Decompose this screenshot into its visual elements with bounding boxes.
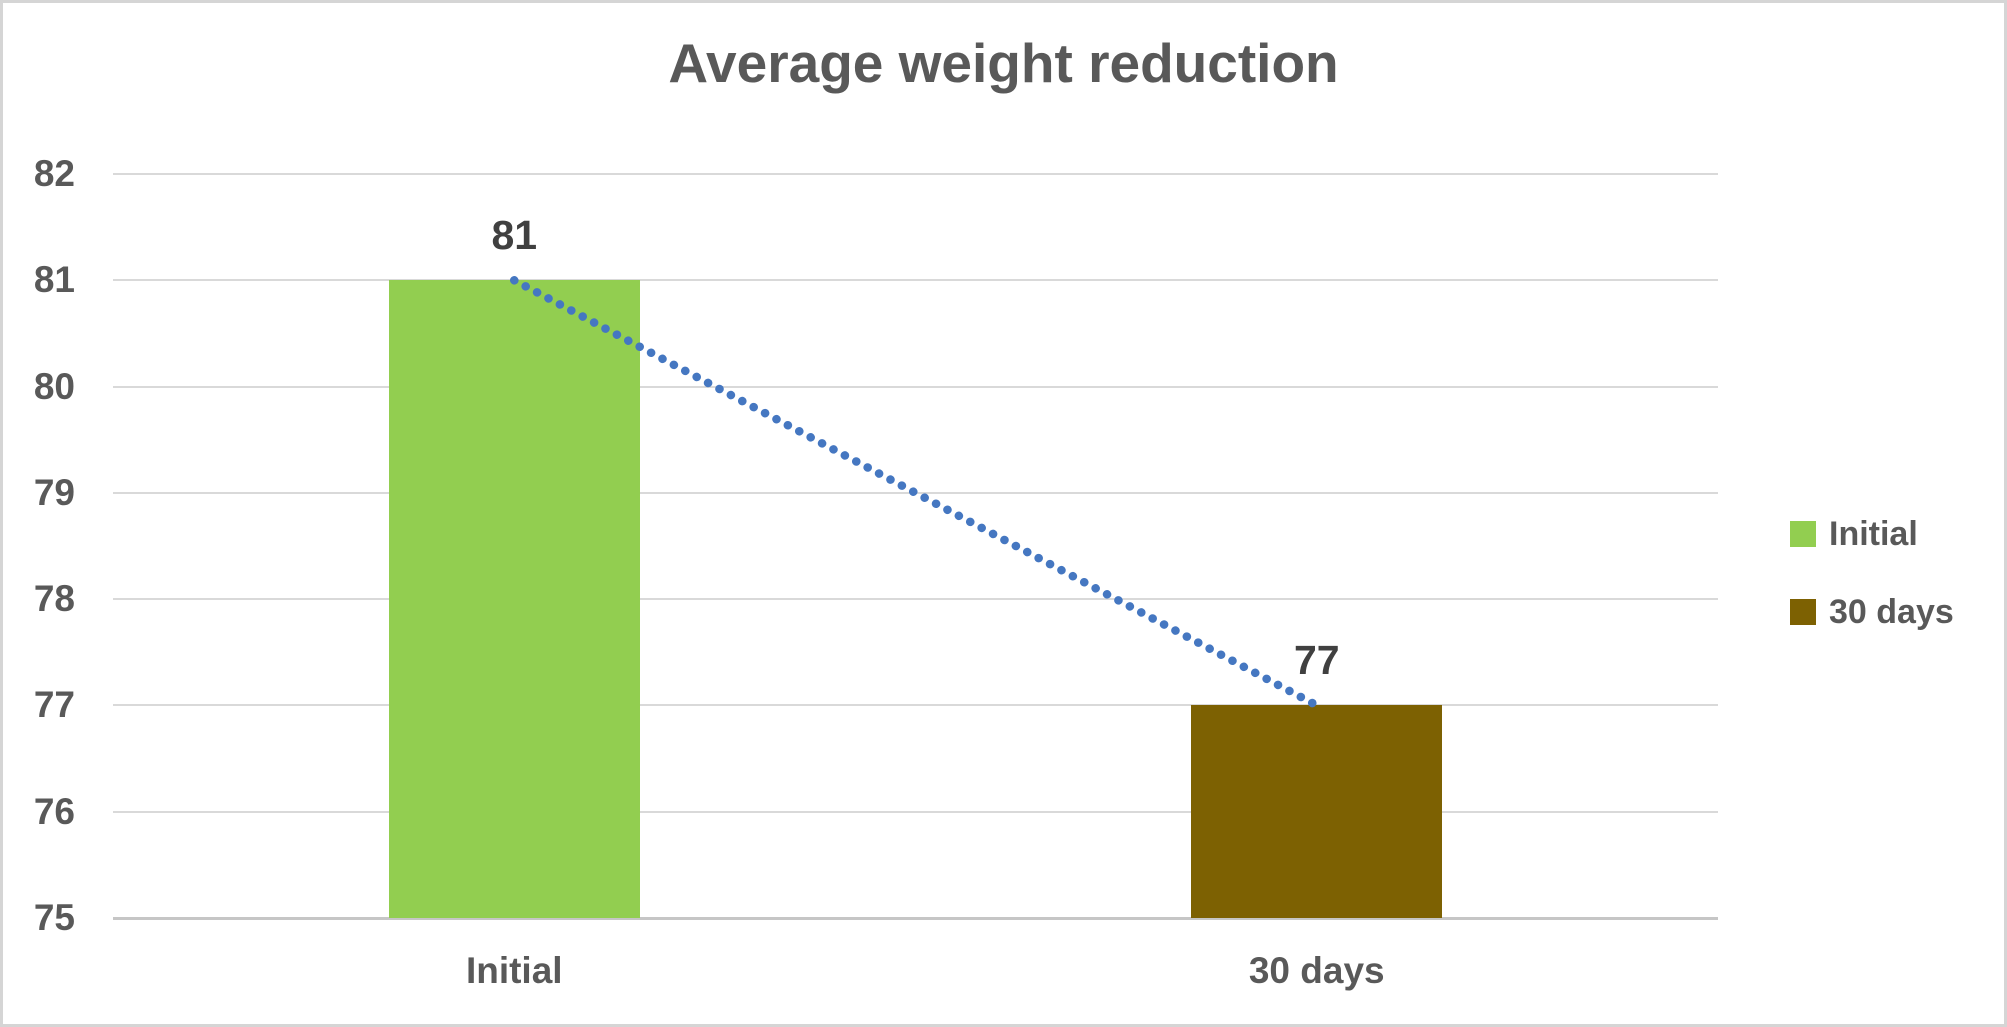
y-tick-label: 75 — [33, 897, 75, 938]
y-tick-label: 76 — [33, 790, 75, 832]
trendline-dotted — [510, 276, 1321, 710]
bar-data-label: 81 — [491, 212, 538, 259]
bar-initial — [388, 280, 640, 918]
legend-label: 30 days — [1829, 592, 1954, 631]
y-tick-label: 79 — [33, 471, 75, 513]
y-tick-label: 80 — [33, 365, 75, 407]
bar-30-days — [1191, 705, 1443, 918]
x-category-label: Initial — [465, 950, 563, 991]
x-axis-line — [113, 917, 1718, 920]
gridline — [113, 810, 1718, 813]
gridline — [113, 704, 1718, 707]
x-category-label: 30 days — [1248, 950, 1385, 991]
y-tick-label: 81 — [33, 259, 75, 301]
legend-label: Initial — [1829, 514, 1918, 553]
gridline — [113, 598, 1718, 601]
gridline — [113, 491, 1718, 494]
legend-entry-initial: Initial — [1790, 513, 1918, 555]
bar-data-label: 77 — [1293, 637, 1340, 684]
legend-swatch — [1790, 599, 1816, 625]
y-tick-label: 78 — [33, 578, 75, 620]
y-tick-label: 77 — [33, 684, 75, 726]
chart-title: Average weight reduction — [668, 32, 1339, 94]
legend-entry-30-days: 30 days — [1790, 591, 1954, 633]
y-tick-label: 82 — [33, 153, 75, 194]
legend-swatch — [1790, 521, 1816, 547]
gridline — [113, 279, 1718, 282]
gridline — [113, 385, 1718, 388]
gridline — [113, 173, 1718, 175]
